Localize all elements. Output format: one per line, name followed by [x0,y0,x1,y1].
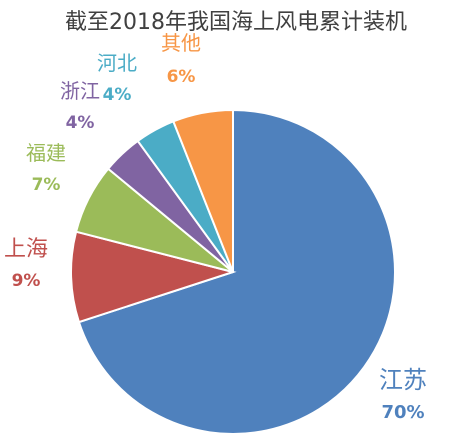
slice-percent-1: 9% [12,271,41,291]
slice-percent-2: 7% [32,175,61,195]
slice-label-0: 江苏 [379,366,427,394]
slice-percent-4: 4% [103,85,132,105]
slice-label-4: 河北 [97,51,137,75]
slice-percent-3: 4% [66,113,95,133]
slice-label-1: 上海 [4,237,48,262]
pie-slice-1 [70,230,237,324]
slice-label-3: 浙江 [60,79,100,103]
slice-percent-5: 6% [167,67,196,87]
slice-percent-0: 70% [381,402,424,423]
slice-label-5: 其他 [161,31,201,55]
pie-slice-0 [77,108,396,435]
chart-title: 截至2018年我国海上风电累计装机 [65,10,407,35]
pie-slice-5 [172,108,234,273]
slice-label-2: 福建 [26,141,66,165]
